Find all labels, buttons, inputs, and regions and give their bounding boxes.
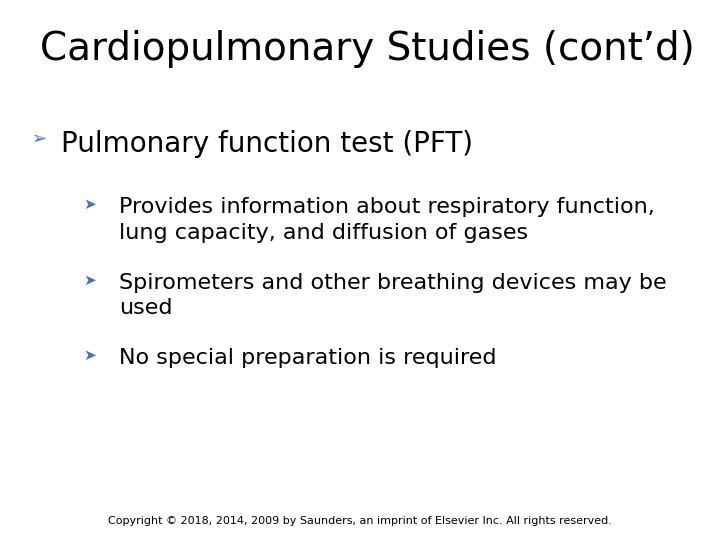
Text: No special preparation is required: No special preparation is required xyxy=(119,348,496,368)
Text: Pulmonary function test (PFT): Pulmonary function test (PFT) xyxy=(61,130,473,158)
Text: ➤: ➤ xyxy=(83,197,96,212)
Text: ➢: ➢ xyxy=(32,130,48,147)
Text: ➤: ➤ xyxy=(83,273,96,288)
Text: Cardiopulmonary Studies (cont’d): Cardiopulmonary Studies (cont’d) xyxy=(40,30,694,68)
Text: Provides information about respiratory function,
lung capacity, and diffusion of: Provides information about respiratory f… xyxy=(119,197,654,242)
Text: Copyright © 2018, 2014, 2009 by Saunders, an imprint of Elsevier Inc. All rights: Copyright © 2018, 2014, 2009 by Saunders… xyxy=(108,516,612,526)
Text: ➤: ➤ xyxy=(83,348,96,363)
Text: Spirometers and other breathing devices may be
used: Spirometers and other breathing devices … xyxy=(119,273,667,318)
